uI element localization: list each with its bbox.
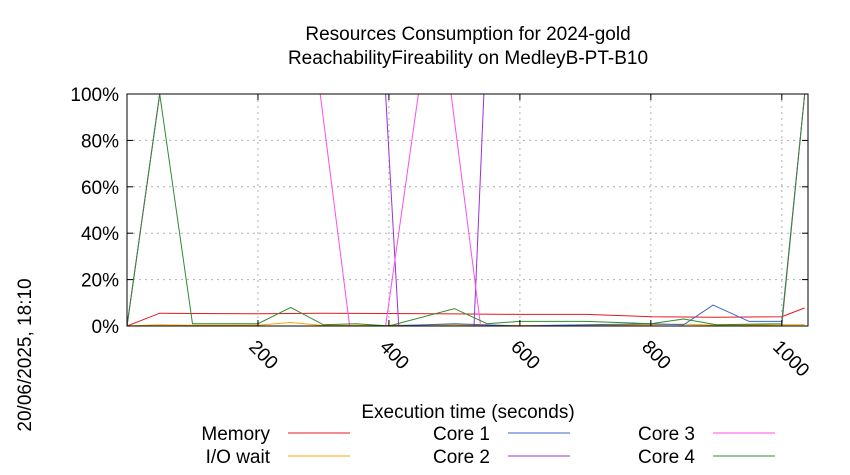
chart-title-line1: Resources Consumption for 2024-gold	[305, 24, 630, 45]
x-tick-label: 400	[375, 337, 412, 374]
timestamp-label: 20/06/2025, 18:10	[15, 278, 36, 431]
y-tick-label: 0%	[92, 317, 120, 338]
y-tick-label: 100%	[70, 85, 119, 106]
legend-label: Core 1	[433, 424, 490, 445]
y-tick-label: 60%	[81, 178, 119, 199]
legend-label: I/O wait	[206, 447, 271, 468]
y-ticks: 0% 20% 40% 60% 80% 100%	[70, 85, 808, 338]
x-tick-label: 200	[244, 337, 281, 374]
y-tick-label: 40%	[81, 224, 119, 245]
x-tick-label: 600	[506, 337, 543, 374]
series-line-core-4	[126, 93, 806, 327]
y-tick-label: 80%	[81, 131, 119, 152]
chart-title-line2: ReachabilityFireability on MedleyB-PT-B1…	[288, 48, 648, 69]
series-line-core-3	[126, 93, 806, 327]
grid	[127, 94, 808, 326]
legend-label: Core 3	[638, 424, 695, 445]
legend-label: Core 2	[433, 447, 490, 468]
series-line-memory	[126, 307, 805, 327]
series-line-i-o-wait	[126, 321, 805, 327]
legend-label: Memory	[201, 424, 270, 445]
legend-label: Core 4	[638, 447, 695, 468]
x-tick-label: 800	[637, 337, 674, 374]
x-axis-label: Execution time (seconds)	[361, 402, 574, 423]
y-tick-label: 20%	[81, 271, 119, 292]
plot-frame	[126, 93, 809, 327]
x-ticks: 200 400 600 800 1000	[244, 94, 813, 381]
x-tick-label: 1000	[768, 337, 813, 382]
series-lines	[126, 93, 806, 327]
